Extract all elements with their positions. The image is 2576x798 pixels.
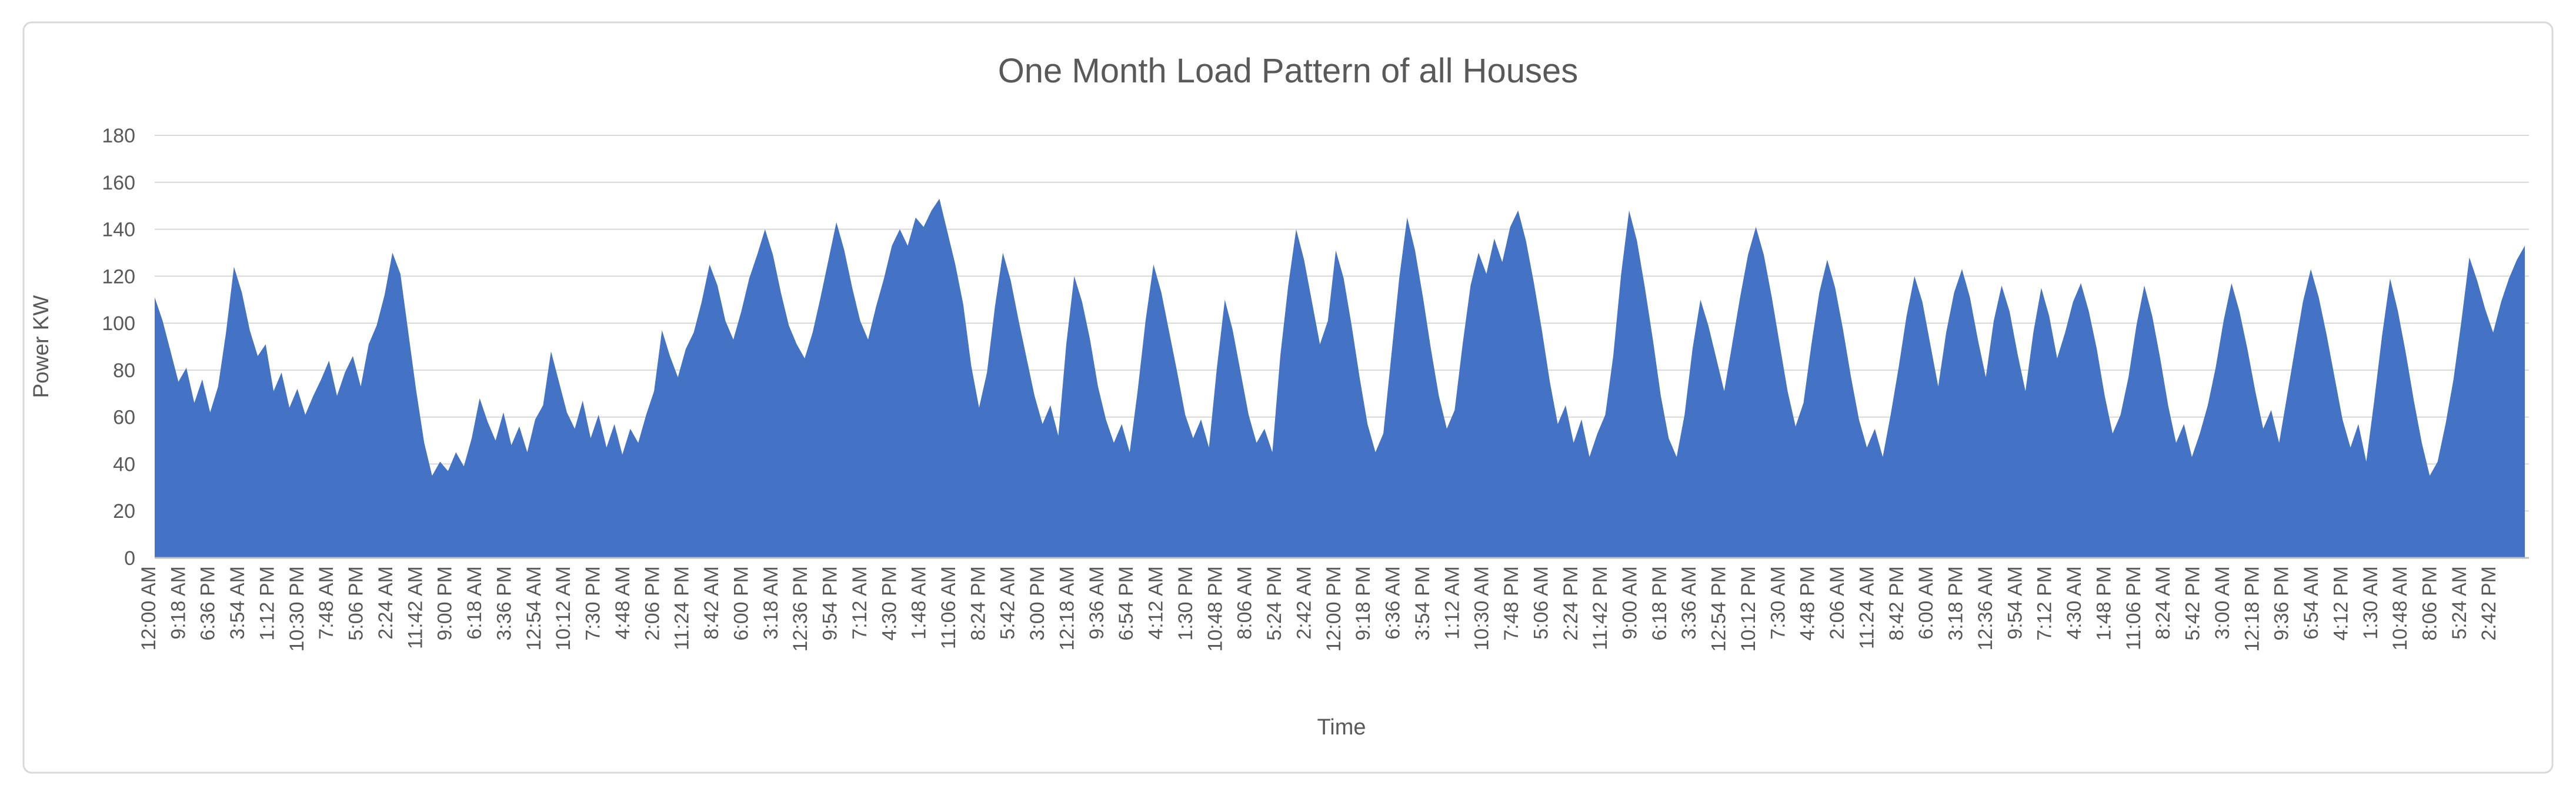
x-tick-label-1: 9:18 AM <box>167 566 189 640</box>
x-tick-label-51: 6:18 PM <box>1649 566 1671 641</box>
x-tick-label-32: 9:36 AM <box>1086 566 1108 640</box>
x-tick-label-38: 5:24 PM <box>1263 566 1286 641</box>
load-area-series <box>155 198 2525 558</box>
y-axis-tick-labels: 0 20 40 60 80 100 120 140 160 180 <box>102 125 135 570</box>
x-tick-label-76: 10:48 AM <box>2389 566 2411 651</box>
x-tick-label-71: 12:18 PM <box>2241 566 2263 652</box>
x-tick-label-26: 1:48 AM <box>908 566 930 640</box>
x-tick-label-6: 7:48 AM <box>315 566 338 640</box>
x-tick-label-56: 4:48 PM <box>1797 566 1819 641</box>
x-tick-label-40: 12:00 PM <box>1323 566 1345 652</box>
x-tick-label-66: 1:48 PM <box>2093 566 2115 641</box>
x-tick-label-33: 6:54 PM <box>1115 566 1137 641</box>
x-tick-label-20: 6:00 PM <box>730 566 752 641</box>
x-tick-label-8: 2:24 AM <box>375 566 397 640</box>
chart-title: One Month Load Pattern of all Houses <box>998 52 1579 90</box>
y-tick-label-140: 140 <box>102 219 135 241</box>
x-tick-label-55: 7:30 AM <box>1767 566 1789 640</box>
x-tick-label-4: 1:12 PM <box>256 566 279 641</box>
x-tick-label-24: 7:12 AM <box>849 566 871 640</box>
x-axis-tick-labels: 12:00 AM 9:18 AM 6:36 PM 3:54 AM 1:12 PM 10:3… <box>138 566 2500 652</box>
x-tick-label-67: 11:06 PM <box>2123 566 2145 650</box>
x-tick-label-57: 2:06 AM <box>1826 566 1848 640</box>
x-tick-label-34: 4:12 AM <box>1145 566 1167 640</box>
x-tick-label-13: 12:54 AM <box>523 566 545 651</box>
x-tick-label-15: 7:30 PM <box>582 566 605 641</box>
x-tick-label-39: 2:42 AM <box>1293 566 1315 640</box>
x-tick-label-43: 3:54 PM <box>1412 566 1434 641</box>
x-tick-label-21: 3:18 AM <box>760 566 782 640</box>
x-tick-label-14: 10:12 AM <box>552 566 575 651</box>
x-tick-label-5: 10:30 PM <box>286 566 308 652</box>
x-tick-label-31: 12:18 AM <box>1056 566 1079 651</box>
x-tick-label-25: 4:30 PM <box>878 566 900 641</box>
x-tick-label-19: 8:42 AM <box>700 566 723 640</box>
x-tick-label-73: 6:54 AM <box>2300 566 2323 640</box>
x-tick-label-44: 1:12 AM <box>1441 566 1463 640</box>
x-tick-label-62: 12:36 AM <box>1974 566 1997 651</box>
x-tick-label-17: 2:06 PM <box>641 566 663 641</box>
x-tick-label-50: 9:00 AM <box>1619 566 1641 640</box>
x-tick-label-65: 4:30 AM <box>2063 566 2086 640</box>
x-tick-label-52: 3:36 AM <box>1678 566 1700 640</box>
x-tick-label-30: 3:00 PM <box>1026 566 1049 641</box>
x-axis-title: Time <box>1317 715 1366 740</box>
x-tick-label-61: 3:18 PM <box>1945 566 1967 641</box>
x-tick-label-60: 6:00 AM <box>1915 566 1937 640</box>
x-tick-label-42: 6:36 AM <box>1382 566 1404 640</box>
y-tick-label-20: 20 <box>113 500 135 523</box>
y-tick-label-180: 180 <box>102 125 135 147</box>
x-tick-label-64: 7:12 PM <box>2034 566 2056 641</box>
x-tick-label-68: 8:24 AM <box>2152 566 2174 640</box>
x-tick-label-58: 11:24 AM <box>1856 566 1878 649</box>
y-axis-title: Power KW <box>29 295 53 398</box>
y-tick-label-160: 160 <box>102 172 135 194</box>
x-tick-label-18: 11:24 PM <box>671 566 693 650</box>
y-tick-label-0: 0 <box>124 547 135 570</box>
x-tick-label-45: 10:30 AM <box>1471 566 1493 651</box>
x-tick-label-77: 8:06 PM <box>2419 566 2441 641</box>
x-tick-label-46: 7:48 PM <box>1500 566 1523 641</box>
x-tick-label-0: 12:00 AM <box>138 566 160 651</box>
x-tick-label-2: 6:36 PM <box>197 566 219 641</box>
x-tick-label-29: 5:42 AM <box>997 566 1019 640</box>
y-tick-label-100: 100 <box>102 312 135 335</box>
x-tick-label-48: 2:24 PM <box>1560 566 1582 641</box>
x-tick-label-78: 5:24 AM <box>2448 566 2471 640</box>
x-tick-label-12: 3:36 PM <box>493 566 515 641</box>
x-tick-label-72: 9:36 PM <box>2271 566 2293 641</box>
x-tick-label-41: 9:18 PM <box>1352 566 1374 641</box>
x-tick-label-10: 9:00 PM <box>434 566 456 641</box>
x-tick-label-27: 11:06 AM <box>937 566 960 649</box>
x-tick-label-74: 4:12 PM <box>2330 566 2352 641</box>
x-tick-label-69: 5:42 PM <box>2182 566 2204 641</box>
x-tick-label-3: 3:54 AM <box>226 566 249 640</box>
x-tick-label-47: 5:06 AM <box>1530 566 1552 640</box>
x-tick-label-9: 11:42 AM <box>404 566 426 649</box>
x-tick-label-22: 12:36 PM <box>789 566 812 652</box>
x-tick-label-16: 4:48 AM <box>612 566 634 640</box>
x-tick-label-79: 2:42 PM <box>2478 566 2500 641</box>
x-tick-label-59: 8:42 PM <box>1886 566 1908 641</box>
x-tick-label-28: 8:24 PM <box>967 566 989 641</box>
x-tick-label-75: 1:30 AM <box>2360 566 2382 640</box>
x-tick-label-53: 12:54 PM <box>1708 566 1730 652</box>
y-tick-label-60: 60 <box>113 407 135 429</box>
x-tick-label-37: 8:06 AM <box>1234 566 1256 640</box>
x-tick-label-63: 9:54 AM <box>2004 566 2026 640</box>
x-tick-label-11: 6:18 AM <box>463 566 486 640</box>
x-tick-label-54: 10:12 PM <box>1737 566 1760 652</box>
x-tick-label-23: 9:54 PM <box>819 566 842 641</box>
x-tick-label-70: 3:00 AM <box>2211 566 2234 640</box>
y-tick-label-120: 120 <box>102 265 135 288</box>
x-tick-label-49: 11:42 PM <box>1589 566 1611 650</box>
x-tick-label-35: 1:30 PM <box>1174 566 1197 641</box>
y-tick-label-80: 80 <box>113 360 135 382</box>
x-tick-label-36: 10:48 PM <box>1204 566 1226 652</box>
y-tick-label-40: 40 <box>113 453 135 476</box>
x-tick-label-7: 5:06 PM <box>345 566 368 641</box>
